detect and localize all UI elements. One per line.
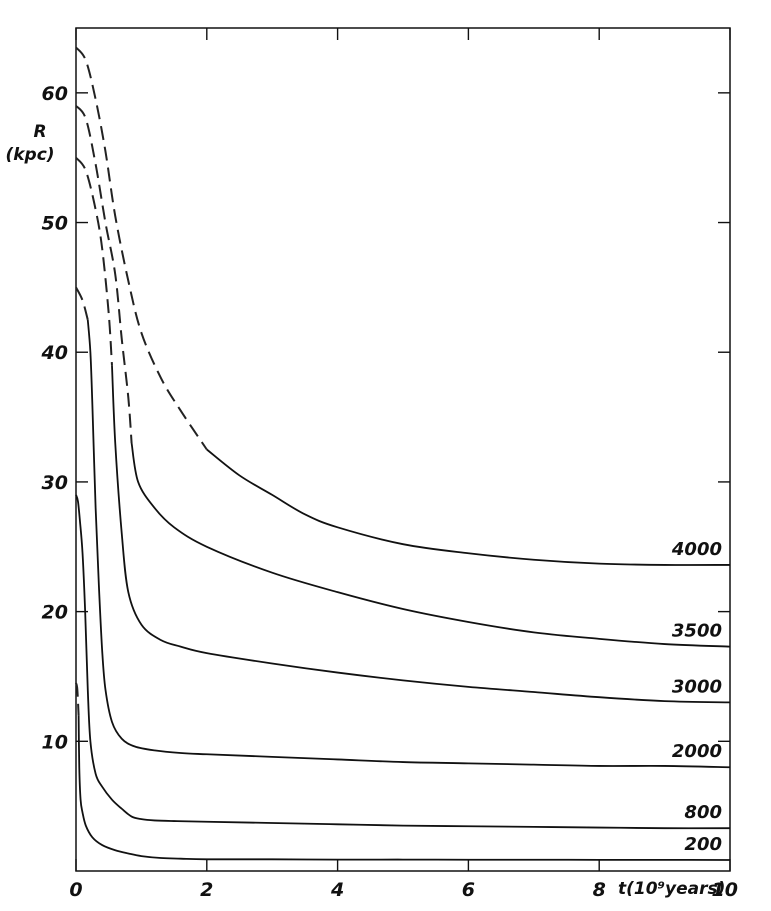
x-tick-label-6: 6 bbox=[462, 879, 475, 901]
series-800-line bbox=[75, 494, 731, 830]
plot-frame bbox=[75, 27, 731, 872]
series-3500-dashed bbox=[75, 105, 133, 444]
series-label-4000: 4000 bbox=[671, 539, 722, 560]
series-3000-line bbox=[111, 365, 731, 704]
series-curves bbox=[75, 46, 731, 861]
y-tick-label-30: 30 bbox=[42, 472, 68, 494]
series-200-line bbox=[77, 715, 731, 861]
series-4000-dashed bbox=[75, 46, 208, 451]
series-label-2000: 2000 bbox=[672, 741, 722, 762]
series-3500-line bbox=[130, 442, 731, 648]
x-tick-label-10: 10 bbox=[712, 879, 738, 901]
y-tick-label-20: 20 bbox=[42, 602, 68, 624]
series-2000-dashed bbox=[75, 286, 89, 321]
series-label-3500: 3500 bbox=[672, 621, 722, 642]
x-tick-label-0: 0 bbox=[69, 879, 82, 901]
y-axis-label: R bbox=[33, 122, 46, 142]
series-3000-dashed bbox=[75, 157, 113, 366]
series-2000-line bbox=[86, 319, 731, 769]
y-tick-label-60: 60 bbox=[42, 83, 68, 105]
series-label-3000: 3000 bbox=[672, 676, 722, 697]
axis-tick-labels: 10 20 30 40 50 60 0 2 4 6 8 10 bbox=[41, 83, 738, 901]
series-4000-line bbox=[206, 448, 731, 566]
y-tick-label-10: 10 bbox=[42, 731, 68, 753]
series-200-dashed bbox=[75, 682, 80, 716]
y-tick-label-40: 40 bbox=[41, 342, 68, 364]
x-tick-label-2: 2 bbox=[200, 879, 213, 901]
series-labels: 4000 3500 3000 2000 800 200 bbox=[671, 539, 722, 855]
series-label-800: 800 bbox=[684, 802, 722, 823]
y-axis-unit-label: (kpc) bbox=[5, 145, 54, 165]
x-axis-label: t(10⁹years) bbox=[618, 879, 725, 899]
y-tick-label-50: 50 bbox=[42, 213, 68, 235]
axis-ticks bbox=[75, 28, 731, 871]
x-tick-label-4: 4 bbox=[330, 879, 344, 901]
series-label-200: 200 bbox=[684, 834, 722, 855]
x-tick-label-8: 8 bbox=[593, 879, 606, 901]
